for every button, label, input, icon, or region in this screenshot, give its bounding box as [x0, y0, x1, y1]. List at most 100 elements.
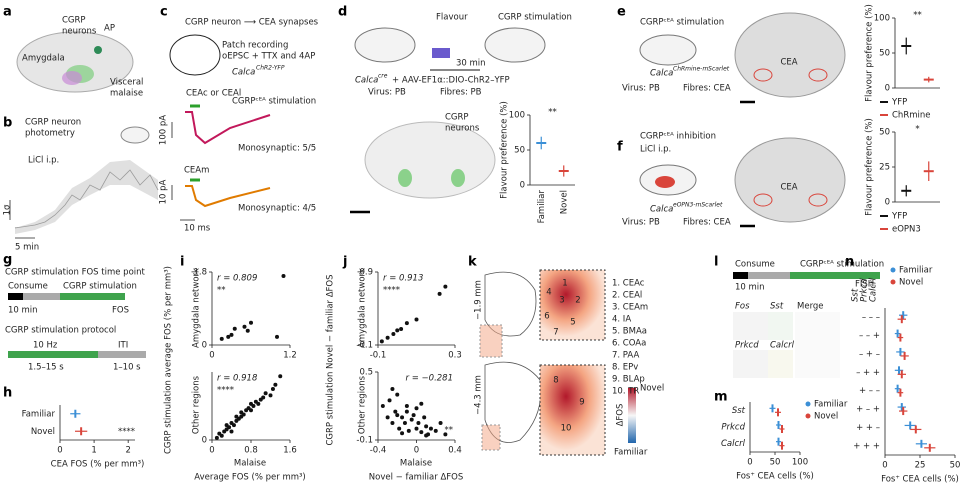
legend-label: Familiar	[899, 266, 933, 276]
label: LiCl i.p.	[28, 156, 59, 166]
panel-letter: n	[845, 255, 854, 270]
mean-mark	[80, 427, 83, 436]
mean-mark	[902, 311, 905, 320]
legend-label: Novel	[899, 278, 923, 288]
label: Fos	[735, 302, 750, 312]
point	[433, 428, 438, 433]
y-axis-label: Flavour preference (%)	[865, 118, 875, 216]
label: 2	[575, 296, 580, 306]
mean-mark	[536, 142, 547, 144]
label: CGRPᶜᴱᴬ stimulation	[232, 97, 316, 107]
mean-mark	[901, 189, 912, 192]
mean-mark	[902, 407, 905, 416]
point	[438, 421, 443, 425]
annotation: **	[548, 108, 557, 118]
mean-mark	[900, 315, 903, 324]
point	[273, 382, 278, 387]
point	[270, 387, 275, 391]
y-tick-label: + + –	[856, 423, 880, 433]
mean-mark	[781, 441, 783, 450]
point	[385, 335, 390, 340]
label: 10	[561, 424, 572, 434]
point	[380, 404, 385, 408]
legend-label: ChRmine	[892, 111, 931, 121]
point	[424, 424, 429, 429]
label: CEAc or CEAl	[186, 89, 241, 99]
label: Virus: PB	[368, 88, 406, 98]
point	[414, 317, 419, 322]
y-tick-label: Novel	[31, 427, 55, 437]
annotation: **	[913, 11, 922, 21]
point	[256, 401, 261, 406]
point	[249, 320, 253, 325]
x-tick-label: 1.2	[283, 351, 297, 361]
panel-letter: m	[714, 390, 728, 405]
label: −4.3 mm	[474, 375, 484, 415]
label: malaise	[110, 89, 143, 99]
label: ΔFOS	[616, 404, 626, 427]
annotation: *	[915, 125, 919, 135]
point	[416, 421, 421, 425]
point	[424, 433, 429, 438]
x-tick-label: 50	[950, 461, 960, 471]
mean-mark	[914, 425, 917, 434]
point	[387, 398, 392, 403]
point	[422, 415, 427, 420]
point	[390, 387, 395, 391]
label: 30 min	[456, 59, 486, 69]
label: Familiar	[614, 448, 648, 458]
point	[397, 426, 402, 431]
point	[443, 432, 448, 437]
label: 10 ms	[184, 224, 211, 234]
point	[402, 421, 407, 425]
y-tick-label: + – +	[856, 405, 880, 415]
point	[229, 429, 234, 434]
label: Novel	[640, 384, 664, 394]
point	[414, 426, 419, 431]
stat-label: r = 0.913	[383, 274, 423, 284]
mean-mark	[781, 425, 783, 433]
label: CGRPᶜᴱᴬ stimulation	[640, 18, 724, 28]
label: CGRP stimulation FOS time point	[5, 268, 146, 278]
point	[406, 428, 411, 433]
point	[411, 413, 416, 418]
legend-swatch	[805, 413, 811, 419]
label: ITI	[118, 341, 128, 351]
label: CGRPᶜᴱᴬ inhibition	[640, 132, 716, 142]
label: eOPN3-mScarlet	[673, 202, 723, 209]
label: Calcrl	[770, 341, 795, 351]
label: CGRPᶜᴱᴬ stimulation	[800, 260, 884, 270]
label: CGRP stimulation	[63, 282, 137, 292]
point	[278, 374, 283, 379]
label: Patch recording	[222, 41, 288, 51]
label: 3. CEAm	[612, 303, 648, 313]
y-tick-label: 0.9	[359, 268, 373, 278]
mean-mark	[558, 170, 569, 172]
annotation: ****	[383, 286, 400, 296]
point	[437, 291, 442, 296]
x-tick-label: 50	[770, 458, 781, 468]
point	[231, 423, 236, 428]
x-tick-label: 100	[792, 458, 808, 468]
legend-swatch	[890, 279, 896, 285]
panel-letter: e	[617, 5, 626, 20]
panel-letter: k	[468, 255, 477, 270]
y-tick-label: 100	[509, 111, 525, 121]
legend-label: YFP	[891, 98, 907, 108]
label: 2. CEAl	[612, 291, 642, 301]
label: Other regions	[358, 375, 368, 434]
label: Consume	[8, 282, 48, 292]
label: Virus: PB	[622, 218, 660, 228]
label: 9	[579, 398, 584, 408]
y-axis-label: Flavour preference (%)	[865, 4, 875, 102]
y-tick-label: + + +	[853, 441, 880, 451]
point	[245, 328, 250, 333]
mean-mark	[896, 329, 899, 338]
label: 10. TR	[612, 387, 639, 397]
x-tick-label: 25	[915, 461, 926, 471]
mean-mark	[903, 351, 906, 360]
label: Consume	[735, 260, 775, 270]
label: LiCl i.p.	[640, 145, 671, 155]
point	[419, 430, 424, 435]
label: CGRP stimulation average FOS (% per mm³)	[164, 266, 174, 454]
